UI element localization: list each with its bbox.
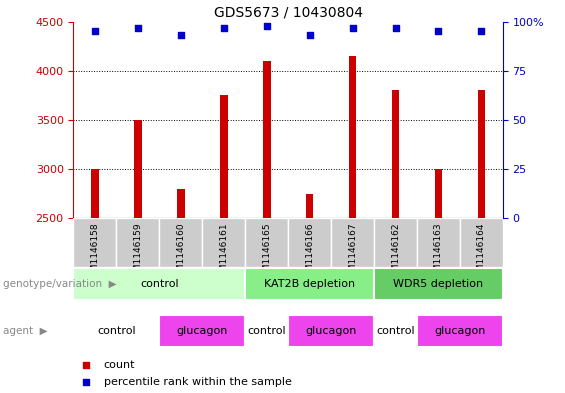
Point <box>133 24 142 31</box>
Text: control: control <box>376 326 415 336</box>
Text: glucagon: glucagon <box>434 326 485 336</box>
Bar <box>374 268 503 300</box>
Bar <box>73 315 159 347</box>
Text: count: count <box>103 360 135 370</box>
Bar <box>331 218 374 267</box>
Point <box>434 28 443 35</box>
Bar <box>245 218 288 267</box>
Text: glucagon: glucagon <box>306 326 357 336</box>
Text: GSM1146158: GSM1146158 <box>90 222 99 283</box>
Bar <box>374 315 417 347</box>
Text: GSM1146164: GSM1146164 <box>477 222 486 283</box>
Bar <box>288 218 331 267</box>
Bar <box>159 315 245 347</box>
Bar <box>392 90 399 218</box>
Bar <box>477 90 485 218</box>
Point <box>262 22 271 29</box>
Text: glucagon: glucagon <box>177 326 228 336</box>
Text: percentile rank within the sample: percentile rank within the sample <box>103 377 292 387</box>
Bar <box>202 218 245 267</box>
Bar <box>460 218 503 267</box>
Bar <box>374 218 417 267</box>
Text: agent  ▶: agent ▶ <box>3 326 47 336</box>
Bar <box>417 218 460 267</box>
Bar <box>91 169 99 218</box>
Text: control: control <box>140 279 179 289</box>
Point <box>219 24 228 31</box>
Bar <box>417 315 503 347</box>
Text: control: control <box>97 326 136 336</box>
Bar <box>306 193 314 218</box>
Text: GSM1146165: GSM1146165 <box>262 222 271 283</box>
Text: control: control <box>247 326 286 336</box>
Bar <box>159 218 202 267</box>
Point <box>176 32 185 39</box>
Text: genotype/variation  ▶: genotype/variation ▶ <box>3 279 116 289</box>
Bar <box>220 95 228 218</box>
Bar <box>177 189 185 218</box>
Text: WDR5 depletion: WDR5 depletion <box>393 279 484 289</box>
Bar <box>434 169 442 218</box>
Point <box>305 32 314 39</box>
Point <box>82 378 91 385</box>
Text: GSM1146160: GSM1146160 <box>176 222 185 283</box>
Text: KAT2B depletion: KAT2B depletion <box>264 279 355 289</box>
Bar <box>263 61 271 218</box>
Bar <box>116 218 159 267</box>
Text: GSM1146161: GSM1146161 <box>219 222 228 283</box>
Point <box>82 362 91 368</box>
Bar <box>134 120 142 218</box>
Title: GDS5673 / 10430804: GDS5673 / 10430804 <box>214 5 363 19</box>
Bar <box>349 56 357 218</box>
Point <box>477 28 486 35</box>
Bar <box>245 268 374 300</box>
Text: GSM1146166: GSM1146166 <box>305 222 314 283</box>
Bar <box>73 268 245 300</box>
Point <box>391 24 400 31</box>
Bar <box>288 315 374 347</box>
Text: GSM1146159: GSM1146159 <box>133 222 142 283</box>
Text: GSM1146162: GSM1146162 <box>391 222 400 283</box>
Text: GSM1146167: GSM1146167 <box>348 222 357 283</box>
Bar <box>245 315 288 347</box>
Bar <box>73 218 116 267</box>
Text: GSM1146163: GSM1146163 <box>434 222 443 283</box>
Point <box>90 28 99 35</box>
Point <box>348 24 357 31</box>
